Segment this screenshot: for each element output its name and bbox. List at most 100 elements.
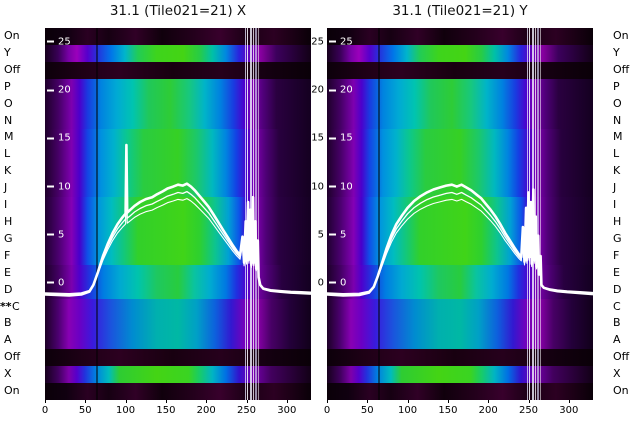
heatmap-stripe: [255, 28, 257, 400]
y-tick-inner-20: 20: [47, 85, 71, 96]
heatmap-row-x-20: [45, 366, 311, 384]
heatmap-stripe: [377, 28, 380, 400]
heatmap-stripe: [257, 28, 259, 400]
heatmap-row-off-19: [327, 349, 593, 367]
x-tick-mark: [367, 400, 369, 403]
row-label-right-off-2: Off: [613, 62, 630, 76]
heatmap-row-c-16: [327, 298, 593, 317]
heatmap-stripe: [95, 28, 98, 400]
row-label-right-p-3: P: [613, 79, 620, 93]
row-label-left-g-12: G: [4, 231, 13, 245]
heatmap-row-off-2: [45, 61, 311, 80]
y-tick-inner-5: 5: [47, 229, 64, 240]
right-plot-title: 31.1 (Tile021=21) Y: [392, 3, 528, 19]
x-tick-label-0: 0: [323, 405, 331, 416]
row-label-left-y-1: Y: [4, 45, 11, 59]
x-tick-label-200: 200: [478, 405, 498, 416]
x-tick-label-300: 300: [277, 405, 297, 416]
heatmap-row-d-15: [327, 281, 593, 300]
row-label-right-j-9: J: [613, 181, 617, 195]
x-tick-mark: [286, 400, 288, 403]
x-tick-mark: [528, 400, 530, 403]
row-label-right-l-7: L: [613, 147, 620, 161]
heatmap-row-on-21: [45, 383, 311, 400]
right-plot-canvas: 25 20 15 10 5 0: [327, 28, 593, 400]
x-tick-mark: [488, 400, 490, 403]
row-label-left-off-2: Off: [4, 62, 21, 76]
row-label-left-x-20: X: [4, 367, 12, 381]
row-label-right-g-12: G: [613, 231, 622, 245]
heatmap-row-k-8: [45, 163, 311, 181]
y-tick-inner-20: 20: [329, 85, 353, 96]
row-label-left-k-8: K: [4, 164, 12, 178]
row-marker-asterisks: **: [0, 299, 12, 313]
heatmap-row-l-7: [45, 146, 311, 164]
y-tick-inner-25: 25: [329, 36, 353, 47]
heatmap-row-y-1: [45, 44, 311, 63]
row-label-left-n-5: N: [4, 113, 13, 127]
heatmap-row-p-3: [327, 78, 593, 97]
y-tick-inner-15: 15: [47, 133, 71, 144]
row-label-right-i-10: I: [613, 198, 617, 212]
x-tick-mark: [447, 400, 449, 403]
row-label-right-m-6: M: [613, 130, 623, 144]
row-label-left-a-18: A: [4, 333, 12, 347]
row-label-right-c-16: C: [613, 299, 621, 313]
heatmap-row-d-15: [45, 281, 311, 300]
x-tick-mark: [246, 400, 248, 403]
heatmap-row-n-5: [327, 112, 593, 131]
row-label-left-c-16: C: [12, 299, 20, 313]
heatmap-row-p-3: [45, 78, 311, 97]
x-tick-mark: [327, 400, 328, 403]
heatmap-row-b-17: [45, 315, 311, 333]
row-label-left-o-4: O: [4, 96, 13, 110]
heatmap-row-c-16: [45, 298, 311, 317]
heatmap-row-on-0: [327, 28, 593, 46]
heatmap-row-b-17: [327, 315, 593, 333]
x-tick-mark: [165, 400, 167, 403]
heatmap-row-o-4: [45, 95, 311, 114]
y-tick-inner-10: 10: [47, 181, 71, 192]
left-plot-title: 31.1 (Tile021=21) X: [109, 3, 247, 19]
heatmap-row-o-4: [327, 95, 593, 114]
y-tick-inner-15: 15: [329, 133, 353, 144]
x-tick-label-150: 150: [438, 405, 458, 416]
x-tick-mark: [206, 400, 208, 403]
heatmap-row-a-18: [45, 332, 311, 350]
row-label-right-on-21: On: [613, 384, 629, 398]
row-label-left-on-21: On: [4, 384, 20, 398]
heatmap-row-y-1: [327, 44, 593, 63]
heatmap-row-e-14: [45, 264, 311, 283]
row-label-right-a-18: A: [613, 333, 621, 347]
x-tick-mark: [568, 400, 570, 403]
beam-power-curve: [327, 183, 593, 297]
x-tick-label-50: 50: [78, 405, 92, 416]
row-label-right-k-8: K: [613, 164, 621, 178]
x-tick-label-0: 0: [41, 405, 49, 416]
row-label-right-e-14: E: [613, 265, 620, 279]
row-label-right-o-4: O: [613, 96, 622, 110]
row-label-left-b-17: B: [4, 316, 12, 330]
y-tick-inner-10: 10: [329, 181, 353, 192]
row-label-left-m-6: M: [4, 130, 14, 144]
x-tick-mark: [85, 400, 87, 403]
row-label-left-d-15: D: [4, 282, 13, 296]
y-tick-inner-5: 5: [329, 229, 346, 240]
heatmap-row-off-2: [327, 61, 593, 80]
x-tick-mark: [125, 400, 127, 403]
beam-power-curve: [45, 143, 311, 297]
row-label-left-p-3: P: [4, 79, 11, 93]
heatmap-row-on-21: [327, 383, 593, 400]
x-tick-label-250: 250: [236, 405, 257, 416]
heatmap-row-i-10: [45, 197, 311, 215]
x-tick-label-100: 100: [398, 405, 418, 416]
heatmap-row-j-9: [327, 180, 593, 198]
row-label-right-on-0: On: [613, 29, 629, 42]
x-tick-label-300: 300: [559, 405, 579, 416]
heatmap-stripe: [244, 28, 247, 400]
heatmap-row-n-5: [45, 112, 311, 131]
heatmap-row-off-19: [45, 349, 311, 367]
heatmap-row-k-8: [327, 163, 593, 181]
row-label-right-b-17: B: [613, 316, 621, 330]
